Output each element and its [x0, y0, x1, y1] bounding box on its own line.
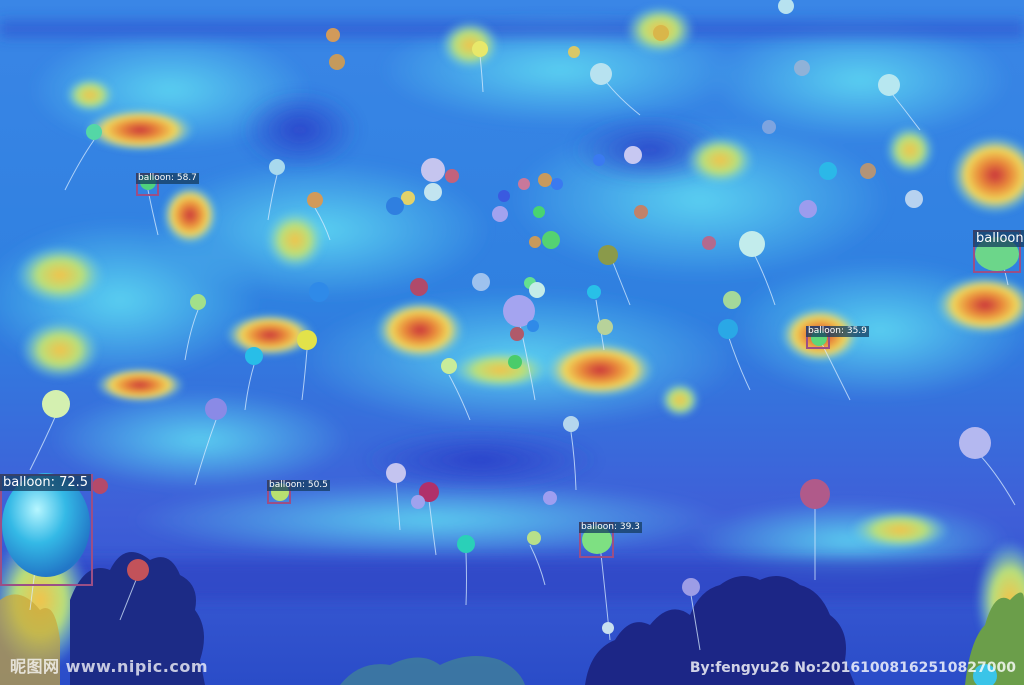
detection-box: balloon: 35.9 — [806, 326, 869, 349]
detection-box: balloon: 39.3 — [579, 522, 642, 558]
watermark-author: By:fengyu26 No:20161008162510827000 — [689, 660, 1016, 676]
watermark-site: 昵图网 www.nipic.com — [10, 657, 208, 676]
detection-label: balloon: 35.9 — [806, 326, 869, 337]
detection-box: balloon: 50.5 — [267, 480, 330, 504]
detection-box: balloon: 5 — [973, 230, 1024, 273]
detection-label: balloon: 50.5 — [267, 480, 330, 491]
detection-label: balloon: 58.7 — [136, 173, 199, 184]
detection-box: balloon: 58.7 — [136, 173, 199, 196]
detection-label: balloon: 72.5 — [0, 474, 92, 491]
detection-box: balloon: 72.5 — [0, 474, 93, 586]
tree-silhouettes — [0, 552, 1024, 685]
detection-label: balloon: 39.3 — [579, 522, 642, 533]
balloons — [42, 0, 997, 685]
detection-label: balloon: 5 — [973, 230, 1024, 247]
